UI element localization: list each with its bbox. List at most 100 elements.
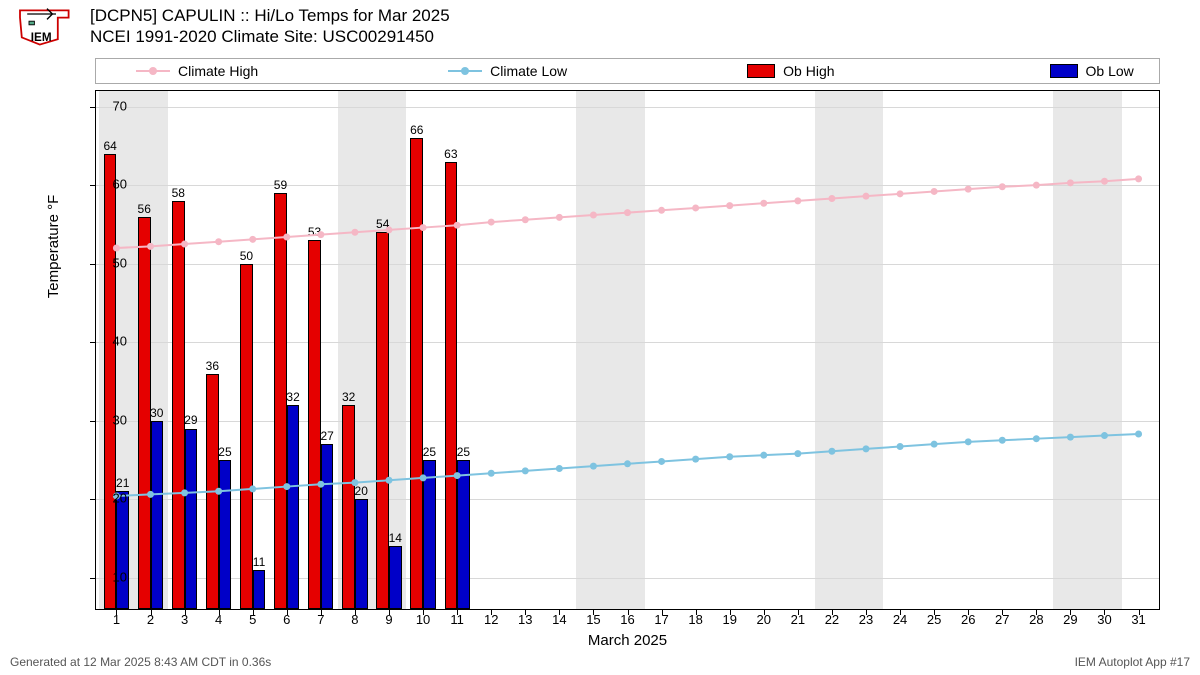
marker-climate-high [454, 222, 461, 229]
legend-ob-high-label: Ob High [783, 63, 834, 79]
marker-climate-low [351, 479, 358, 486]
marker-climate-high [522, 216, 529, 223]
marker-climate-high [1135, 175, 1142, 182]
footer-app: IEM Autoplot App #17 [1075, 655, 1190, 669]
title-line-1: [DCPN5] CAPULIN :: Hi/Lo Temps for Mar 2… [90, 5, 450, 26]
marker-climate-high [181, 241, 188, 248]
legend: Climate High Climate Low Ob High Ob Low [95, 58, 1160, 84]
marker-climate-low [522, 467, 529, 474]
y-tick-label: 20 [113, 491, 127, 506]
x-tick-label: 30 [1097, 612, 1111, 627]
marker-climate-high [1033, 182, 1040, 189]
marker-climate-high [215, 238, 222, 245]
marker-climate-high [556, 214, 563, 221]
y-tick-label: 50 [113, 255, 127, 270]
x-tick-label: 6 [283, 612, 290, 627]
y-axis-label: Temperature °F [45, 195, 62, 299]
footer-generated: Generated at 12 Mar 2025 8:43 AM CDT in … [10, 655, 271, 669]
x-tick-label: 21 [791, 612, 805, 627]
marker-climate-high [862, 193, 869, 200]
legend-climate-low-swatch [448, 70, 482, 72]
marker-climate-low [624, 460, 631, 467]
x-tick-label: 15 [586, 612, 600, 627]
marker-climate-high [658, 207, 665, 214]
marker-climate-low [862, 445, 869, 452]
marker-climate-low [760, 452, 767, 459]
marker-climate-low [147, 491, 154, 498]
x-tick-label: 17 [654, 612, 668, 627]
legend-ob-low-label: Ob Low [1086, 63, 1134, 79]
marker-climate-high [692, 204, 699, 211]
marker-climate-low [965, 438, 972, 445]
marker-climate-high [794, 197, 801, 204]
y-tick-label: 10 [113, 569, 127, 584]
x-tick-label: 18 [688, 612, 702, 627]
y-tick-label: 60 [113, 177, 127, 192]
marker-climate-low [249, 485, 256, 492]
marker-climate-low [590, 463, 597, 470]
marker-climate-low [692, 456, 699, 463]
marker-climate-high [420, 224, 427, 231]
marker-climate-low [488, 470, 495, 477]
x-tick-label: 7 [317, 612, 324, 627]
marker-climate-high [624, 209, 631, 216]
marker-climate-high [488, 219, 495, 226]
legend-climate-high-label: Climate High [178, 63, 258, 79]
x-tick-label: 16 [620, 612, 634, 627]
x-tick-label: 3 [181, 612, 188, 627]
x-tick-label: 5 [249, 612, 256, 627]
x-tick-label: 2 [147, 612, 154, 627]
x-tick-label: 31 [1131, 612, 1145, 627]
title-line-2: NCEI 1991-2020 Climate Site: USC00291450 [90, 26, 450, 47]
x-tick-label: 26 [961, 612, 975, 627]
marker-climate-high [283, 233, 290, 240]
x-tick-label: 24 [893, 612, 907, 627]
y-tick-label: 40 [113, 334, 127, 349]
marker-climate-high [249, 236, 256, 243]
marker-climate-low [794, 450, 801, 457]
marker-climate-high [317, 231, 324, 238]
marker-climate-low [658, 458, 665, 465]
marker-climate-high [1067, 179, 1074, 186]
marker-climate-high [1101, 178, 1108, 185]
marker-climate-low [1101, 432, 1108, 439]
marker-climate-high [828, 195, 835, 202]
x-tick-label: 28 [1029, 612, 1043, 627]
x-tick-label: 13 [518, 612, 532, 627]
y-tick-label: 30 [113, 412, 127, 427]
marker-climate-low [1067, 434, 1074, 441]
line-overlay [96, 91, 1159, 609]
marker-climate-low [999, 437, 1006, 444]
marker-climate-low [420, 474, 427, 481]
marker-climate-high [931, 188, 938, 195]
plot-area: March 2025 12345678910111213141516171819… [95, 90, 1160, 610]
marker-climate-low [897, 443, 904, 450]
x-tick-label: 19 [722, 612, 736, 627]
x-tick-label: 9 [385, 612, 392, 627]
x-tick-label: 22 [825, 612, 839, 627]
x-tick-label: 23 [859, 612, 873, 627]
x-axis-label: March 2025 [588, 632, 667, 649]
x-tick-label: 8 [351, 612, 358, 627]
chart-title-block: [DCPN5] CAPULIN :: Hi/Lo Temps for Mar 2… [90, 5, 450, 48]
marker-climate-high [726, 202, 733, 209]
marker-climate-high [113, 244, 120, 251]
marker-climate-low [1033, 435, 1040, 442]
x-tick-label: 27 [995, 612, 1009, 627]
x-tick-label: 10 [416, 612, 430, 627]
marker-climate-low [726, 453, 733, 460]
marker-climate-high [897, 190, 904, 197]
svg-text:IEM: IEM [31, 31, 52, 44]
marker-climate-low [283, 483, 290, 490]
y-tick-label: 70 [113, 98, 127, 113]
marker-climate-low [386, 477, 393, 484]
marker-climate-high [590, 212, 597, 219]
legend-ob-low-swatch [1050, 64, 1078, 78]
marker-climate-low [556, 465, 563, 472]
legend-climate-high-swatch [136, 70, 170, 72]
marker-climate-high [760, 200, 767, 207]
legend-climate-low-label: Climate Low [490, 63, 567, 79]
marker-climate-high [386, 226, 393, 233]
marker-climate-high [999, 183, 1006, 190]
x-tick-label: 14 [552, 612, 566, 627]
